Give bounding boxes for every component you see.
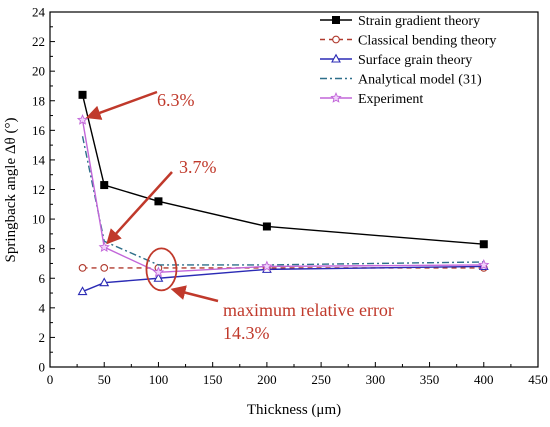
- y-axis-label: Springback angle Δθ (°): [3, 118, 19, 263]
- y-tick-label: 0: [39, 360, 46, 375]
- series-3: [81, 136, 484, 266]
- x-axis-label: Thickness (μm): [247, 402, 341, 418]
- data-point: [100, 264, 109, 272]
- legend: Strain gradient theory Classical bending …: [320, 14, 496, 107]
- y-tick-label: 24: [32, 5, 46, 20]
- x-tick-label: 350: [420, 372, 440, 387]
- data-point: [152, 266, 165, 278]
- legend-label: Surface grain theory: [358, 53, 472, 68]
- x-tick-label: 50: [98, 372, 111, 387]
- data-point: [331, 53, 341, 63]
- x-tick-label: 200: [257, 372, 277, 387]
- y-tick-label: 10: [32, 212, 45, 227]
- annotation-arrow: [85, 90, 158, 120]
- y-tick-label: 14: [32, 152, 46, 167]
- legend-item-2: Surface grain theory: [320, 53, 472, 68]
- x-tick-label: 250: [311, 372, 331, 387]
- data-point: [332, 16, 340, 24]
- x-tick-label: 400: [474, 372, 494, 387]
- legend-item-3: Analytical model (31): [320, 73, 482, 88]
- series-line: [82, 265, 484, 293]
- data-point: [154, 197, 163, 206]
- legend-item-0: Strain gradient theory: [320, 14, 480, 29]
- legend-label: Analytical model (31): [358, 73, 482, 88]
- legend-label: Strain gradient theory: [358, 14, 480, 29]
- series-0: [78, 90, 488, 249]
- data-point: [77, 286, 88, 296]
- series-layer: [76, 90, 490, 296]
- data-point: [78, 264, 87, 272]
- x-tick-label: 450: [528, 372, 548, 387]
- data-point: [332, 35, 340, 44]
- series-line: [81, 136, 484, 266]
- data-point: [76, 114, 89, 125]
- data-point: [330, 92, 342, 103]
- data-point: [478, 258, 490, 270]
- series-4: [76, 114, 490, 278]
- annotation-arrow: [106, 171, 173, 245]
- y-tick-label: 8: [39, 241, 46, 256]
- error-highlight-ellipse: [145, 247, 178, 292]
- data-point: [261, 260, 273, 272]
- legend-label: Experiment: [358, 92, 423, 107]
- legend-item-4: Experiment: [320, 92, 423, 107]
- legend-item-1: Classical bending theory: [320, 34, 496, 49]
- x-tick-label: 0: [47, 372, 54, 387]
- series-2: [77, 261, 489, 296]
- axis-ticks: 0 50 100 150 200 250 300 350 400 4500246810121416…: [32, 5, 548, 388]
- data-point: [98, 241, 110, 252]
- y-tick-label: 2: [39, 330, 46, 345]
- plot-frame: [49, 11, 539, 368]
- annotations-layer: 6.3% 3.7% maximum relative error 14.3%: [85, 90, 394, 343]
- x-tick-label: 150: [203, 372, 223, 387]
- series-line: [81, 94, 484, 245]
- data-point: [99, 277, 110, 287]
- annotation-text: 3.7%: [179, 157, 217, 177]
- y-tick-label: 20: [32, 64, 45, 79]
- annotation-text: 14.3%: [223, 323, 270, 343]
- y-tick-label: 16: [32, 123, 46, 138]
- annotation-text: maximum relative error: [223, 300, 394, 320]
- data-point: [262, 222, 271, 231]
- y-tick-label: 18: [32, 93, 45, 108]
- data-point: [78, 90, 87, 99]
- y-tick-label: 4: [39, 300, 46, 315]
- annotation-text: 6.3%: [157, 90, 195, 110]
- y-tick-label: 12: [32, 182, 45, 197]
- data-point: [100, 181, 109, 190]
- x-tick-label: 100: [149, 372, 169, 387]
- data-point: [479, 240, 488, 249]
- legend-label: Classical bending theory: [358, 34, 496, 49]
- y-tick-label: 6: [39, 271, 46, 286]
- x-tick-label: 300: [366, 372, 386, 387]
- data-point: [153, 272, 164, 282]
- annotation-arrow: [170, 285, 219, 303]
- y-tick-label: 22: [32, 34, 45, 49]
